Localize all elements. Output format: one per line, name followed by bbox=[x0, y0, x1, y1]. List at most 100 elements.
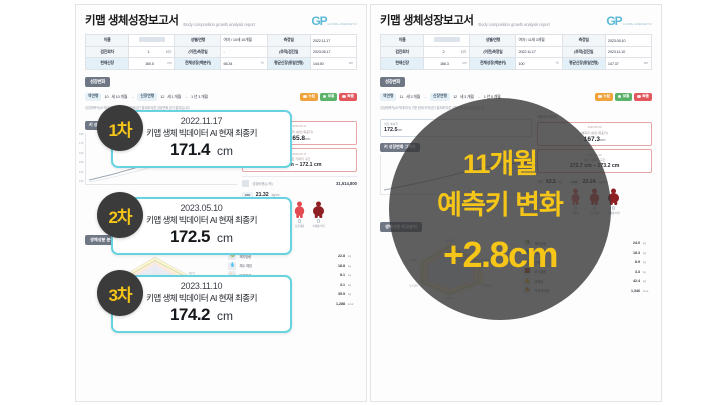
badge-fast-label: 빠름 bbox=[642, 94, 649, 98]
figure-standard: 표준체중 bbox=[293, 201, 306, 228]
pill-height-age: 신장연령 bbox=[430, 92, 450, 101]
label-measure-date: 측정일 bbox=[561, 34, 606, 47]
callout-1-label: 키맵 생체 빅데이터 AI 현재 최종키 bbox=[146, 128, 257, 138]
row-label: 체지방량 bbox=[239, 254, 252, 259]
chart-header-right: 키 성장변화 그래프 bbox=[380, 142, 532, 152]
row-value: 1,288 bbox=[336, 301, 345, 306]
row-value: 42.4 bbox=[633, 279, 640, 283]
label-avg-height: 평균신장(동일연령) bbox=[266, 57, 311, 70]
growth-note-right: 성장예측키(AI 빅데이터) 기준 현재 추적검진 결과에 따른 성장변화 분석… bbox=[380, 105, 486, 110]
figure-label: 과체중/비만 bbox=[312, 225, 325, 228]
label-current-height: 현재신장 bbox=[379, 57, 425, 70]
growth-summary-row-left: 역연령 10 세 10 개월 → 신장연령 12 세 1 개월 → 1 년 3 … bbox=[85, 92, 357, 101]
label-whole-growth: 전체성장(백분위) bbox=[174, 57, 222, 70]
radar-axis-label: 무기질량 bbox=[409, 284, 418, 288]
radio-overweight[interactable] bbox=[316, 219, 321, 223]
gp-logo-subtext: GLOBAL ENERGETIC bbox=[327, 22, 357, 26]
value-next-visit: 2023.05.17 bbox=[309, 45, 358, 58]
whole-growth-number: 100 bbox=[518, 60, 525, 66]
badge-normal-label: 보통 bbox=[622, 94, 630, 98]
visit-count-unit: 회차 bbox=[165, 50, 172, 55]
radio-overweight[interactable] bbox=[611, 206, 616, 210]
bmi-value: 21.32 bbox=[255, 191, 269, 198]
growth-delta-text: 1 년 0 개월 bbox=[483, 93, 501, 99]
figure-overweight: 과체중/비만 bbox=[607, 188, 620, 215]
y-tick: 160 bbox=[79, 151, 84, 155]
body-icon bbox=[294, 201, 305, 218]
bmi-row-left: BMI 21.32 kg/m² bbox=[242, 191, 357, 198]
callout-1-number: 171.4 bbox=[169, 140, 211, 159]
table-row: 검진회차 1 회차 (이전)측정일 - (추적)검진일 2023.05.17 bbox=[84, 45, 358, 58]
list-item: 🥬 체지방량 22.8 kg bbox=[228, 252, 357, 260]
value-avg-height: 144.50 cm bbox=[309, 57, 358, 70]
row-value: 8.9 bbox=[635, 260, 640, 264]
pred-final-unit: cm bbox=[600, 136, 606, 142]
pill-height-age: 신장연령 bbox=[137, 92, 158, 101]
growth-note-left: 성장예측키(AI 빅데이터) 기준 현재 추적검진 결과에 따른 성장변화 분석… bbox=[85, 105, 191, 110]
gp-logo-text: GP bbox=[606, 14, 622, 28]
badge-slow-label: 느림 bbox=[308, 94, 315, 98]
value-prev-measure: 2022.11.17 bbox=[515, 45, 563, 58]
label-visit-count: 검진회차 bbox=[84, 45, 130, 58]
badge-dot-icon bbox=[322, 94, 327, 99]
bmi-tag: BMI bbox=[242, 191, 253, 198]
pred-prev-unit: cm bbox=[397, 128, 403, 132]
label-prev-measure: (이전)측정일 bbox=[469, 45, 517, 58]
pill-chrono-age: 역연령 bbox=[85, 92, 102, 101]
badge-slow: 느림 bbox=[595, 92, 613, 101]
chart-y-axis-left: 180 170 160 150 140 130 bbox=[79, 133, 83, 184]
row-unit: kg bbox=[643, 279, 647, 283]
badge-dot-icon bbox=[637, 94, 641, 99]
pred-final-unit: cm bbox=[305, 135, 311, 141]
badge-fast-label: 빠름 bbox=[347, 94, 354, 98]
row-value: 3.1 bbox=[340, 282, 345, 287]
table-row: 현재신장 166.3 cm 전체성장(백분위) 100 % 평균신장(동일연령)… bbox=[379, 57, 653, 70]
row-value: 22.8 bbox=[338, 254, 345, 258]
callout-2-unit: cm bbox=[217, 231, 234, 245]
pill-chrono-age: 역연령 bbox=[380, 92, 397, 101]
callout-1-unit: cm bbox=[217, 144, 234, 158]
label-next-visit: (추적)검진일 bbox=[266, 45, 311, 58]
y-tick: 170 bbox=[79, 142, 84, 146]
summary-line-3: +2.8cm bbox=[442, 234, 559, 275]
water-icon: 💧 bbox=[228, 261, 237, 270]
y-tick: 150 bbox=[79, 161, 84, 165]
pred-final-label: 예측키 (성인 목표키) bbox=[581, 130, 608, 135]
label-name: 이름 bbox=[379, 34, 425, 47]
body-icon bbox=[608, 188, 620, 205]
summary-line-1: 11개월 bbox=[462, 149, 538, 179]
visit-count-number: 2 bbox=[442, 49, 445, 55]
row-value: 3.3 bbox=[635, 269, 640, 274]
callout-1-value: 171.4 cm bbox=[119, 140, 284, 160]
current-height-unit: cm bbox=[167, 60, 172, 65]
section-growth-change: 성장변화 bbox=[380, 76, 405, 87]
label-sex-age: 성별/연령 bbox=[174, 34, 222, 47]
badge-dot-icon bbox=[342, 94, 346, 99]
pred-prev-number: 172.5 bbox=[384, 127, 398, 133]
report-subtitle: Body composition growth analysis report bbox=[183, 21, 255, 27]
growth-to-age: 12 bbox=[160, 94, 165, 99]
radio-standard[interactable] bbox=[297, 219, 302, 223]
row-unit: kg bbox=[348, 254, 352, 258]
section-growth-change: 성장변화 bbox=[85, 76, 110, 87]
report-subtitle: Body composition growth analysis report bbox=[478, 21, 550, 27]
info-table-left: 이름 성별/연령 여자 / 10세 10개월 측정일 2022.11.17 검진… bbox=[84, 34, 358, 70]
label-visit-count: 검진회차 bbox=[379, 45, 425, 58]
badge-dot-icon bbox=[598, 94, 602, 99]
growth-summary-row-right: 역연령 11 세 3 개월 → 신장연령 12 세 3 개월 → 1 년 0 개… bbox=[380, 92, 652, 101]
report-header-left: 키맵 생체성장보고서 Body composition growth analy… bbox=[85, 12, 357, 28]
value-whole-growth: 66.34 % bbox=[220, 57, 268, 70]
current-height-number: 166.3 bbox=[439, 60, 449, 66]
pred-final-number: 165.8 bbox=[288, 134, 306, 142]
seq-badge-2: 2차 bbox=[97, 192, 143, 238]
arrow-icon: → bbox=[130, 94, 135, 99]
growth-from-text: 세 10 개월 bbox=[111, 93, 128, 99]
value-measure-date: 2022.11.17 bbox=[309, 34, 358, 47]
report-title: 키맵 생체성장보고서 bbox=[85, 15, 179, 27]
label-avg-height: 평균신장(동일연령) bbox=[561, 57, 606, 70]
label-current-height: 현재신장 bbox=[84, 57, 130, 70]
badge-normal: 보통 bbox=[319, 92, 338, 101]
table-row: 현재신장 160.5 cm 전체성장(백분위) 66.34 % 평균신장(동일연… bbox=[84, 57, 358, 70]
growth-delta-text: 1 년 3 개월 bbox=[191, 93, 208, 99]
